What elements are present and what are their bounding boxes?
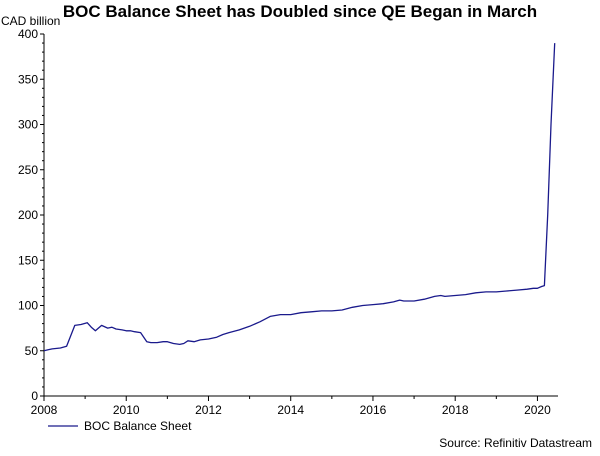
- x-tick-label: 2014: [277, 403, 304, 417]
- y-tick-label: 50: [25, 344, 39, 358]
- y-tick-label: 300: [18, 118, 38, 132]
- chart-title: BOC Balance Sheet has Doubled since QE B…: [62, 2, 538, 21]
- y-tick-label: 250: [18, 163, 38, 177]
- legend: BOC Balance Sheet: [48, 419, 192, 433]
- y-tick-label: 200: [18, 208, 38, 222]
- x-tick-label: 2010: [113, 403, 140, 417]
- y-tick-label: 400: [18, 27, 38, 41]
- y-tick-label: 100: [18, 299, 38, 313]
- x-tick-label: 2020: [524, 403, 551, 417]
- y-tick-label: 350: [18, 72, 38, 86]
- y-axis-label: CAD billion: [1, 14, 61, 28]
- x-tick-label: 2008: [31, 403, 58, 417]
- axes: 0 50 100 150 200 250 300 350 400 2008 2010 2012 2014…: [18, 27, 558, 417]
- x-tick-label: 2016: [360, 403, 387, 417]
- legend-label: BOC Balance Sheet: [84, 419, 192, 433]
- y-tick-label: 0: [31, 389, 38, 403]
- source-note: Source: Refinitiv Datastream: [439, 436, 592, 450]
- y-tick-label: 150: [18, 253, 38, 267]
- x-tick-label: 2018: [442, 403, 469, 417]
- x-tick-label: 2012: [195, 403, 222, 417]
- series-line-0: [43, 43, 556, 352]
- plot-area: [43, 43, 556, 352]
